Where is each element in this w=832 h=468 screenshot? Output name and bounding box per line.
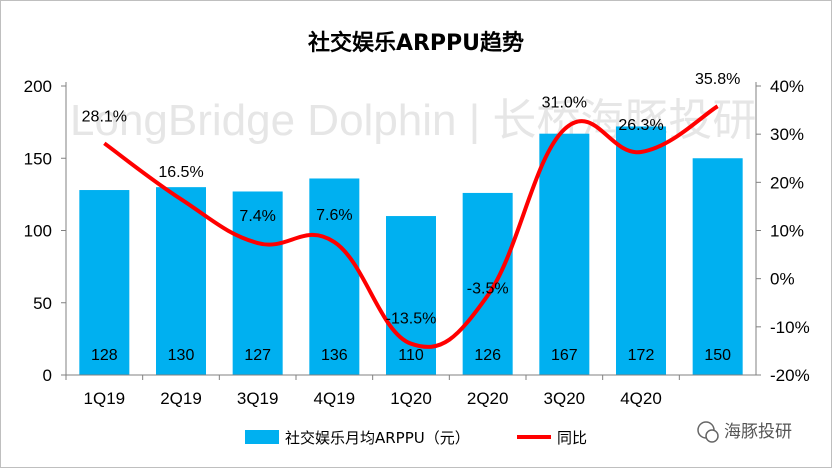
yoy-label-1: 28.1% (82, 108, 127, 125)
x-tick-label: 3Q20 (544, 389, 586, 408)
bar-value-label-6: 126 (474, 347, 501, 364)
bar-value-label-1: 128 (91, 347, 118, 364)
legend-bar-swatch (245, 430, 279, 444)
legend-bar-label: 社交娱乐月均ARPPU（元） (285, 429, 470, 447)
legend-line-label: 同比 (557, 429, 587, 447)
y-right-tick-label: 0% (770, 270, 795, 289)
x-tick-label: 2Q19 (160, 389, 202, 408)
y-right-tick-label: 30% (770, 125, 804, 144)
y-right-tick-label: 20% (770, 173, 804, 192)
x-tick-label: 4Q20 (620, 389, 662, 408)
bar-1 (79, 190, 130, 375)
y-left-tick-label: 100 (24, 222, 52, 241)
bar-value-label-2: 130 (168, 347, 195, 364)
bar-8 (616, 126, 666, 376)
y-right-tick-label: -20% (770, 366, 810, 385)
bar-value-label-4: 136 (321, 347, 348, 364)
y-left-tick-label: 50 (33, 294, 52, 313)
bar-2 (156, 187, 206, 375)
yoy-label-4: 7.6% (316, 207, 352, 224)
yoy-label-9: 35.8% (695, 71, 740, 88)
wechat-logo: 海豚投研 (697, 421, 792, 443)
yoy-label-6: -3.5% (467, 281, 509, 298)
x-tick-label: 3Q19 (237, 389, 279, 408)
bar-value-label-5: 110 (398, 347, 424, 364)
chart-title: 社交娱乐ARPPU趋势 (308, 30, 524, 56)
y-right-tick-label: -10% (770, 318, 810, 337)
wechat-icon-small (705, 429, 719, 443)
x-tick-label: 2Q20 (467, 389, 509, 408)
legend: 社交娱乐月均ARPPU（元） 同比 (245, 429, 587, 447)
yoy-label-8: 26.3% (618, 117, 663, 134)
bar-9 (692, 158, 743, 375)
y-right-tick-label: 10% (770, 222, 804, 241)
bar-value-label-7: 167 (551, 347, 578, 364)
yoy-label-7: 31.0% (542, 94, 587, 111)
yoy-label-2: 16.5% (158, 164, 203, 181)
x-tick-label: 1Q19 (84, 389, 126, 408)
bar-value-label-8: 172 (628, 347, 655, 364)
y-right-tick-label: 40% (770, 77, 804, 96)
y-left-tick-label: 0 (43, 366, 52, 385)
bar-4 (309, 178, 360, 375)
y-left-tick-label: 150 (24, 149, 52, 168)
bar-value-label-9: 150 (704, 347, 731, 364)
yoy-label-5: -13.5% (386, 311, 437, 328)
bar-value-label-3: 127 (244, 347, 271, 364)
x-tick-label: 4Q19 (314, 389, 356, 408)
bar-6 (462, 192, 513, 375)
bar-3 (232, 191, 283, 375)
x-tick-label: 1Q20 (390, 389, 432, 408)
bar-7 (539, 133, 590, 375)
yoy-line (103, 104, 719, 349)
logo-text: 海豚投研 (724, 422, 792, 442)
y-left-tick-label: 200 (24, 77, 52, 96)
yoy-label-3: 7.4% (239, 208, 275, 225)
